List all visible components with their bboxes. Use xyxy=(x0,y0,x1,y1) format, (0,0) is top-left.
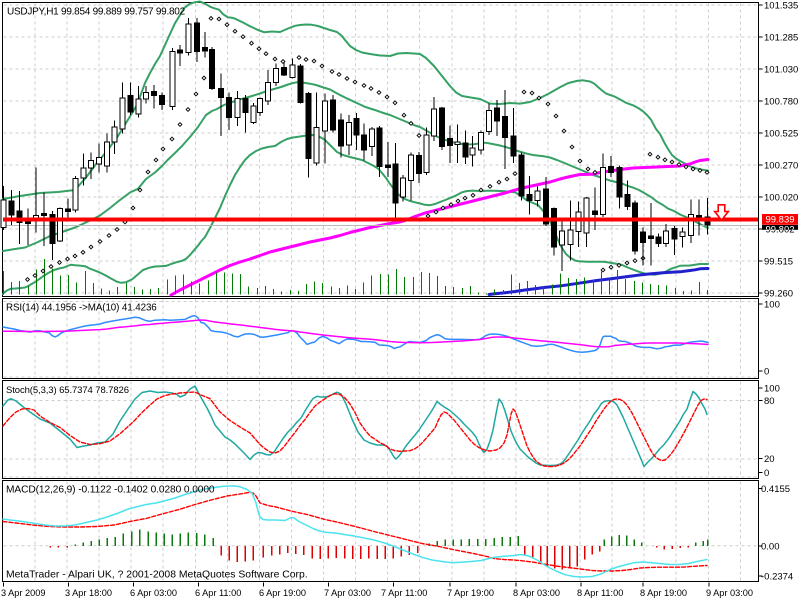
svg-text:99.802: 99.802 xyxy=(765,224,794,235)
svg-text:6 Apr 19:00: 6 Apr 19:00 xyxy=(259,588,306,598)
svg-text:0: 0 xyxy=(764,468,769,479)
svg-text:8 Apr 03:00: 8 Apr 03:00 xyxy=(513,588,560,598)
svg-text:100.525: 100.525 xyxy=(764,129,798,140)
svg-text:7 Apr 11:00: 7 Apr 11:00 xyxy=(381,588,427,598)
svg-text:99.802: 99.802 xyxy=(765,224,794,235)
svg-text:0: 0 xyxy=(764,367,769,378)
svg-text:100: 100 xyxy=(764,300,780,311)
svg-text:101.535: 101.535 xyxy=(764,1,798,12)
svg-text:8 Apr 11:00: 8 Apr 11:00 xyxy=(577,588,623,598)
svg-text:99.260: 99.260 xyxy=(764,289,793,300)
svg-text:99.839: 99.839 xyxy=(765,215,794,226)
svg-text:9 Apr 03:00: 9 Apr 03:00 xyxy=(706,588,753,598)
svg-text:0.00: 0.00 xyxy=(761,541,780,552)
svg-text:100.270: 100.270 xyxy=(764,161,798,172)
svg-text:RSI(14) 44.1956 ->MA(10) 41.4: RSI(14) 44.1956 ->MA(10) 41.4236 xyxy=(6,303,157,314)
svg-text:20: 20 xyxy=(764,454,775,465)
svg-text:6 Apr 03:00: 6 Apr 03:00 xyxy=(130,588,177,598)
svg-text:99.515: 99.515 xyxy=(764,257,793,268)
svg-text:Stoch(5,3,3) 65.7374 78.7826: Stoch(5,3,3) 65.7374 78.7826 xyxy=(6,385,129,396)
svg-text:0.4155: 0.4155 xyxy=(761,484,790,495)
svg-text:7 Apr 19:00: 7 Apr 19:00 xyxy=(447,588,494,598)
svg-text:100.780: 100.780 xyxy=(764,97,798,108)
svg-text:MACD(12,26,9) -0.1122 -0.1402: MACD(12,26,9) -0.1122 -0.1402 0.0280 0.0… xyxy=(6,485,215,496)
svg-text:-0.2374: -0.2374 xyxy=(761,572,793,583)
svg-text:MetaTrader - Alpari UK, ? 2001: MetaTrader - Alpari UK, ? 2001-2008 Meta… xyxy=(6,570,308,581)
svg-text:100.020: 100.020 xyxy=(764,193,798,204)
svg-text:3 Apr 2009: 3 Apr 2009 xyxy=(1,588,45,598)
svg-text:8 Apr 19:00: 8 Apr 19:00 xyxy=(640,588,687,598)
svg-text:6 Apr 11:00: 6 Apr 11:00 xyxy=(195,588,241,598)
svg-text:101.285: 101.285 xyxy=(764,33,798,44)
svg-text:101.030: 101.030 xyxy=(764,65,798,76)
svg-text:7 Apr 03:00: 7 Apr 03:00 xyxy=(324,588,371,598)
svg-text:80: 80 xyxy=(764,396,775,407)
svg-text:USDJPY,H1 99.854 99.889 99.75: USDJPY,H1 99.854 99.889 99.757 99.802 xyxy=(7,7,186,18)
svg-text:3 Apr 18:00: 3 Apr 18:00 xyxy=(65,588,112,598)
svg-text:100: 100 xyxy=(764,384,780,395)
